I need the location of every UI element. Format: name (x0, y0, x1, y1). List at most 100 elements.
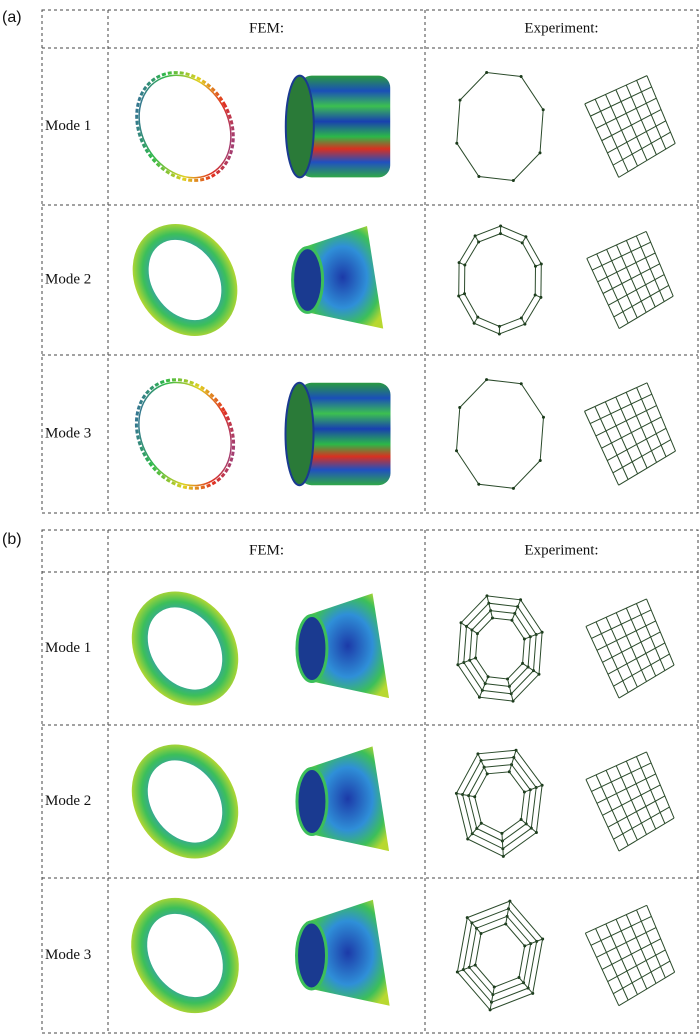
exp-wireframe (608, 796, 665, 827)
exp-wireframe (626, 85, 656, 155)
fem-ring (121, 366, 250, 503)
exp-wireframe (506, 901, 510, 924)
exp-wireframe (607, 428, 666, 460)
exp-wireframe (619, 451, 676, 485)
exp-wireframe (619, 818, 674, 851)
column-header: Experiment: (524, 20, 598, 36)
exp-wireframe (626, 608, 655, 676)
exp-node (542, 108, 545, 111)
exp-node (455, 142, 458, 145)
exp-wireframe (646, 231, 673, 296)
exp-wireframe (637, 80, 666, 149)
exp-wireframe (619, 665, 674, 698)
exp-wireframe (614, 285, 669, 317)
exp-wireframe (626, 392, 656, 462)
exp-wireframe (512, 600, 521, 620)
exp-wireframe (613, 440, 671, 473)
row-label: Mode 1 (45, 640, 91, 656)
fem-cylinder-end (286, 76, 314, 178)
exp-wireframe (626, 240, 655, 307)
exp-node (520, 382, 523, 385)
exp-wireframe (490, 987, 494, 1010)
exp-wireframe (619, 972, 675, 1005)
exp-wireframe (508, 679, 513, 701)
fem-cone-end (297, 768, 327, 834)
exp-node (455, 449, 458, 452)
exp-wireframe (608, 275, 664, 306)
exp-wireframe (636, 236, 664, 302)
fem-annulus (122, 215, 247, 346)
row-images (117, 362, 675, 506)
exp-wireframe (475, 236, 478, 242)
fem-ring (121, 59, 249, 195)
exp-node (512, 487, 515, 490)
exp-wireframe (647, 599, 675, 665)
exp-wireframe (522, 237, 526, 243)
exp-wireframe (465, 234, 536, 327)
exp-wireframe (613, 132, 670, 165)
panel-label: (a) (2, 9, 22, 26)
row-label: Mode 3 (45, 947, 91, 963)
exp-node (477, 175, 480, 178)
row-images (121, 582, 674, 715)
exp-wireframe (602, 417, 662, 448)
exp-node (459, 99, 462, 102)
exp-wireframe (626, 761, 655, 829)
exp-wireframe (602, 110, 661, 141)
exp-node (477, 483, 480, 486)
exp-wireframe (603, 264, 660, 294)
exp-node (542, 416, 545, 419)
exp-wireframe (475, 924, 524, 987)
exp-wireframe (458, 658, 476, 665)
exp-wireframe (476, 618, 525, 679)
column-header: FEM: (249, 542, 284, 558)
exp-wireframe (613, 807, 669, 839)
exp-wireframe (608, 643, 665, 674)
fem-cone-end (297, 615, 327, 681)
exp-wireframe (464, 603, 536, 694)
exp-wireframe (607, 121, 665, 153)
exp-wireframe (637, 388, 666, 457)
column-header: Experiment: (524, 542, 598, 558)
row-images (121, 735, 674, 868)
fem-cylinder-end (285, 383, 313, 485)
fem-annulus (121, 735, 249, 868)
exp-wireframe (602, 939, 661, 970)
exp-wireframe (647, 905, 675, 972)
exp-wireframe (636, 604, 664, 671)
row-label: Mode 3 (45, 425, 91, 441)
exp-wireframe (613, 961, 670, 994)
exp-wireframe (602, 785, 660, 815)
exp-wireframe (502, 833, 503, 856)
fem-annulus (120, 888, 249, 1023)
exp-wireframe (457, 380, 544, 489)
exp-wireframe (523, 663, 539, 674)
exp-wireframe (608, 950, 666, 982)
exp-wireframe (470, 611, 531, 687)
exp-wireframe (637, 910, 666, 978)
exp-wireframe (647, 383, 675, 451)
exp-wireframe (469, 916, 530, 994)
exp-node (538, 151, 541, 154)
fem-cone-end (297, 922, 327, 989)
exp-wireframe (613, 654, 669, 686)
row-label: Mode 2 (45, 271, 91, 287)
exp-node (512, 179, 515, 182)
row-label: Mode 2 (45, 793, 91, 809)
column-header: FEM: (249, 20, 284, 36)
exp-node (539, 459, 542, 462)
exp-wireframe (636, 757, 664, 824)
row-images (120, 888, 674, 1023)
exp-wireframe (463, 757, 537, 848)
exp-node (458, 406, 461, 409)
exp-wireframe (521, 318, 524, 324)
exp-wireframe (457, 73, 543, 181)
exp-wireframe (479, 677, 488, 697)
exp-wireframe (647, 76, 675, 144)
exp-wireframe (469, 765, 531, 841)
exp-wireframe (461, 623, 477, 634)
row-images (118, 55, 676, 198)
exp-node (485, 71, 488, 74)
row-label: Mode 1 (45, 118, 91, 134)
figure: (a)FEM:Experiment:Mode 1Mode 2Mode 3(b)F… (0, 0, 699, 1036)
